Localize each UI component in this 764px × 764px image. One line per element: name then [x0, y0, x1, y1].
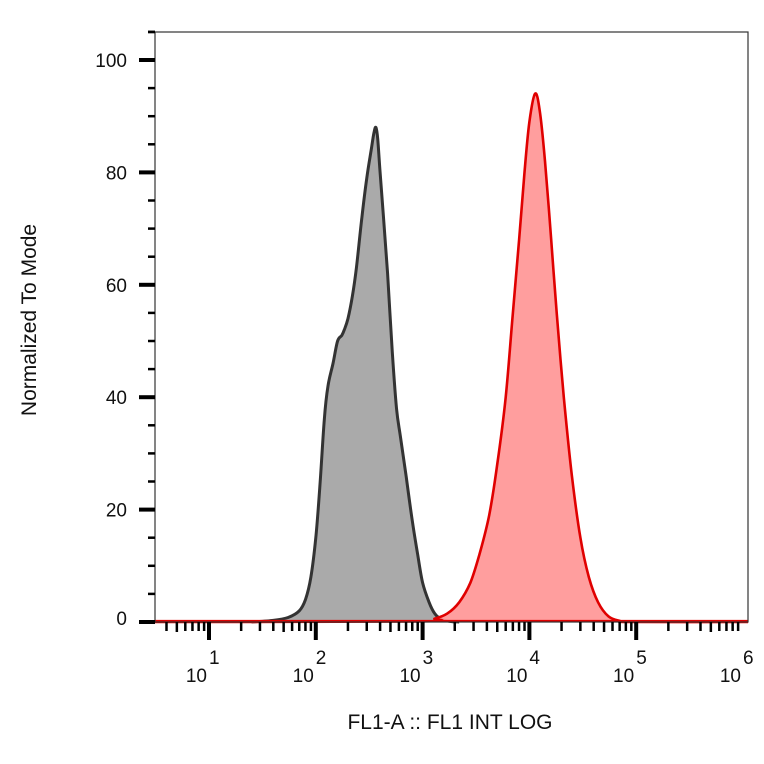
y-tick-label: 100	[95, 51, 127, 72]
y-tick-label: 20	[106, 501, 127, 522]
x-tick-base: 10	[186, 666, 207, 687]
y-axis: 0 20 40 60 80 100	[95, 30, 155, 630]
x-tick-base: 10	[720, 666, 741, 687]
x-tick-exponent: 1	[209, 648, 220, 669]
grey-histogram-fill	[251, 127, 460, 623]
y-tick-label: 40	[106, 388, 127, 409]
x-tick-label: 103	[399, 648, 433, 687]
x-axis-title: FL1-A :: FL1 INT LOG	[347, 711, 552, 734]
x-tick-exponent: 5	[636, 648, 647, 669]
x-tick-exponent: 6	[743, 648, 754, 669]
x-tick-base: 10	[613, 666, 634, 687]
x-tick-exponent: 2	[316, 648, 327, 669]
y-axis-title: Normalized To Mode	[18, 224, 41, 416]
y-tick-label: 0	[116, 609, 127, 630]
series-layer	[154, 92, 749, 624]
plot-frame	[154, 31, 749, 623]
x-tick-exponent: 3	[423, 648, 434, 669]
red-histogram-outline	[154, 92, 749, 624]
y-tick-label: 60	[106, 276, 127, 297]
red-histogram-fill	[155, 93, 748, 623]
x-tick-exponent: 4	[529, 648, 540, 669]
x-tick-label: 104	[506, 648, 540, 687]
x-tick-label: 106	[720, 648, 754, 687]
x-tick-base: 10	[399, 666, 420, 687]
x-tick-label: 105	[613, 648, 647, 687]
grey-histogram-outline	[251, 125, 460, 624]
x-tick-label: 101	[186, 648, 220, 687]
x-tick-label: 102	[293, 648, 327, 687]
x-tick-base: 10	[293, 666, 314, 687]
y-tick-label: 80	[106, 163, 127, 184]
x-tick-base: 10	[506, 666, 527, 687]
